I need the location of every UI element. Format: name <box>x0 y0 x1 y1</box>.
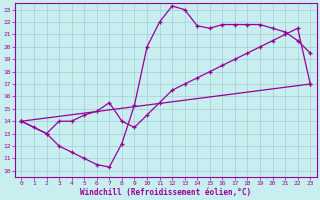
X-axis label: Windchill (Refroidissement éolien,°C): Windchill (Refroidissement éolien,°C) <box>80 188 252 197</box>
